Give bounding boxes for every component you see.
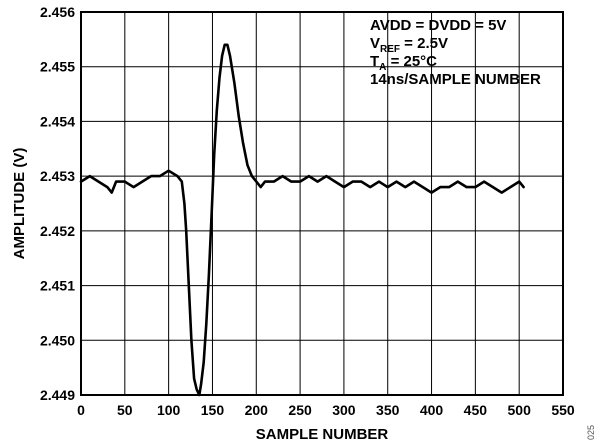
- x-tick-label: 250: [288, 402, 312, 418]
- y-tick-label: 2.449: [40, 387, 75, 403]
- annotation-line: AVDD = DVDD = 5V: [370, 17, 506, 34]
- x-tick-label: 200: [245, 402, 269, 418]
- plot-frame: [80, 11, 564, 396]
- y-tick-label: 2.455: [40, 59, 75, 75]
- x-tick-labels: 0 50 100 150 200 250 300 350 400 450 500 550: [77, 402, 575, 418]
- x-tick-label: 100: [157, 402, 181, 418]
- y-tick-label: 2.456: [40, 4, 75, 20]
- y-tick-labels: 2.449 2.450 2.451 2.452 2.453 2.454 2.455 2.456: [40, 4, 75, 403]
- x-tick-label: 550: [551, 402, 575, 418]
- y-tick-label: 2.450: [40, 332, 75, 348]
- annotation-line: TA = 25°C: [370, 53, 437, 73]
- x-tick-label: 50: [117, 402, 133, 418]
- x-tick-label: 450: [464, 402, 488, 418]
- y-tick-label: 2.453: [40, 168, 75, 184]
- y-axis-title: AMPLITUDE (V): [11, 148, 28, 260]
- figure-id: 025: [586, 425, 596, 440]
- series-layer: [79, 43, 525, 397]
- x-tick-label: 300: [332, 402, 356, 418]
- x-tick-label: 400: [420, 402, 444, 418]
- y-tick-label: 2.451: [40, 278, 75, 294]
- series-line: [79, 43, 525, 397]
- annotation-line: VREF = 2.5V: [370, 35, 448, 55]
- x-axis-title: SAMPLE NUMBER: [256, 426, 389, 443]
- x-tick-label: 150: [201, 402, 225, 418]
- x-tick-label: 0: [77, 402, 85, 418]
- y-tick-label: 2.452: [40, 223, 75, 239]
- grid-lines: [81, 12, 563, 395]
- y-tick-label: 2.454: [40, 113, 75, 129]
- x-tick-label: 350: [376, 402, 400, 418]
- x-tick-label: 500: [508, 402, 532, 418]
- annotation-line: 14ns/SAMPLE NUMBER: [370, 71, 541, 88]
